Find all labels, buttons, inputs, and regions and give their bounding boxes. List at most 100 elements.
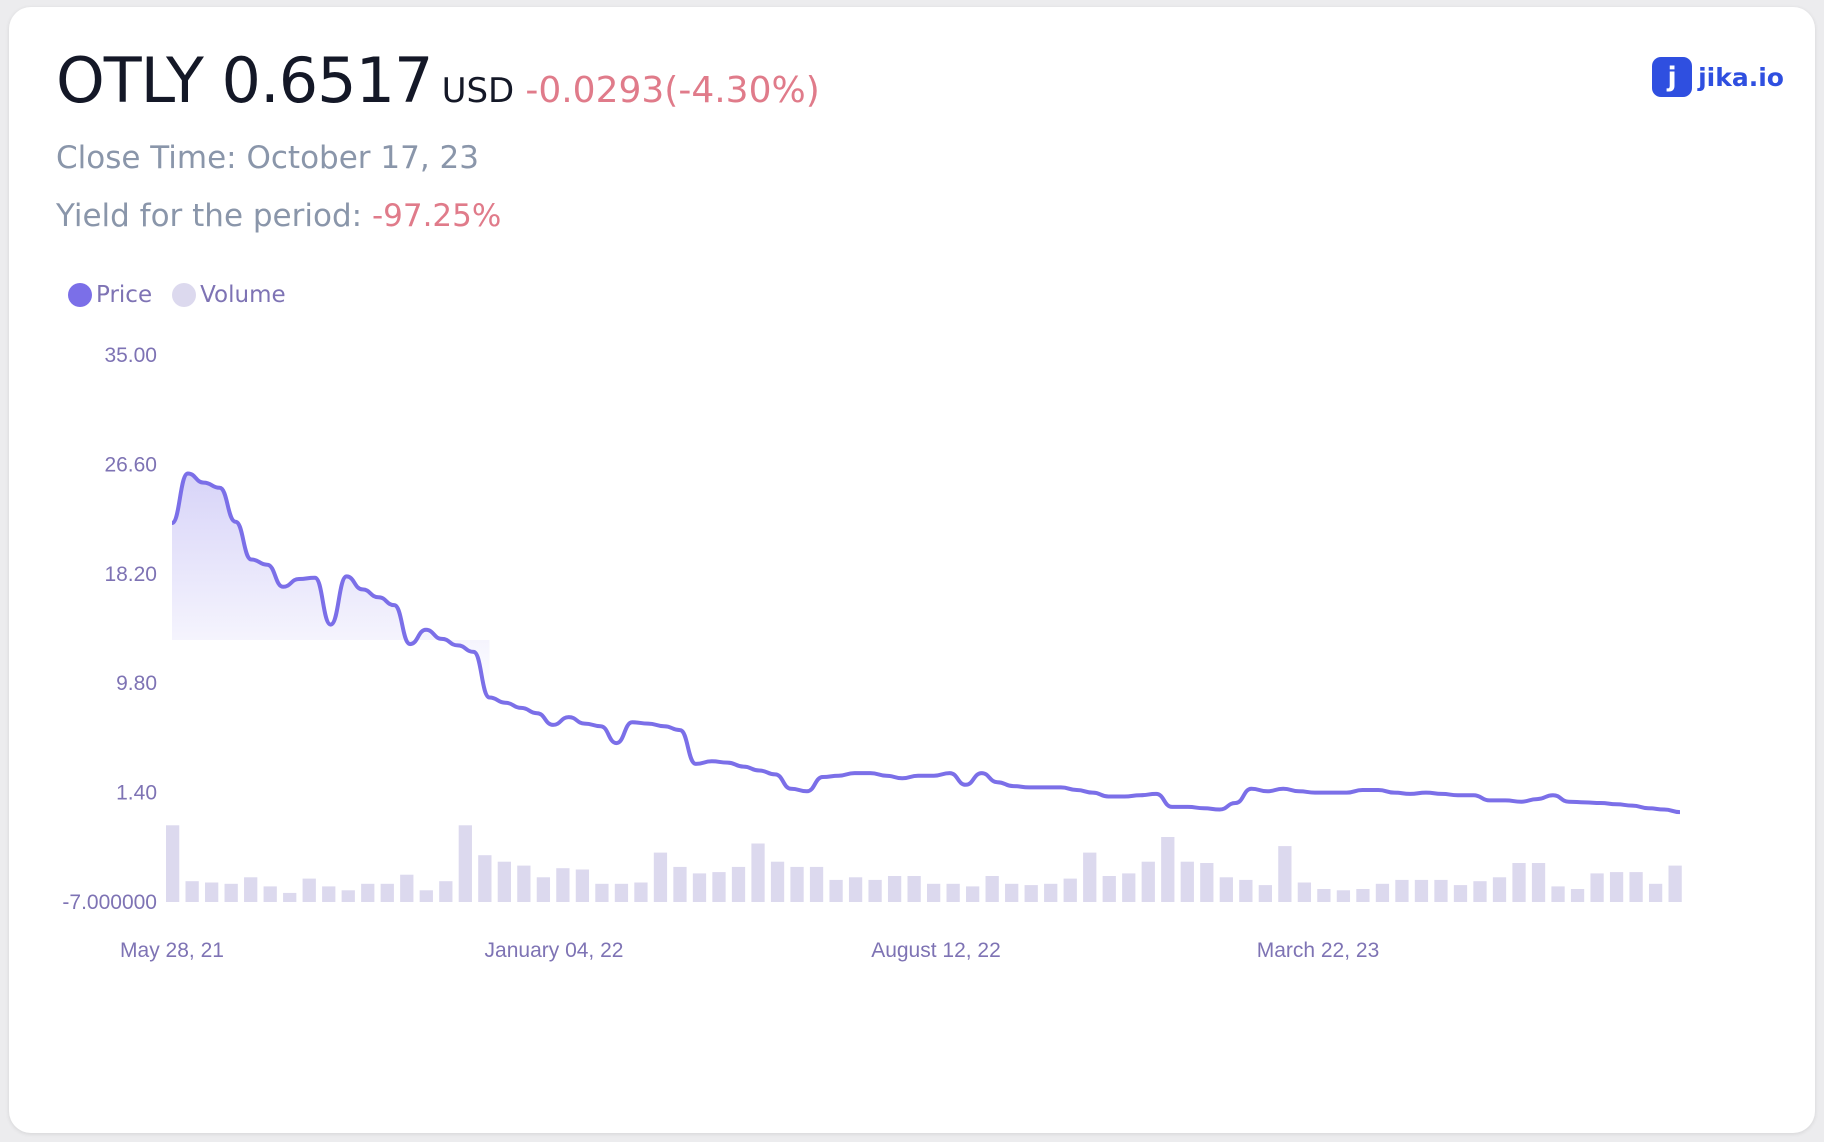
yield-label: Yield for the period:	[56, 198, 363, 234]
volume-bar	[1297, 882, 1312, 902]
volume-bar	[1531, 863, 1546, 902]
volume-bar	[439, 881, 453, 902]
x-tick-label: January 04, 22	[485, 939, 624, 962]
x-tick-label: May 28, 21	[120, 939, 224, 962]
volume-bar	[927, 883, 941, 902]
volume-bar	[712, 872, 726, 902]
y-axis: 35.00 26.60 18.20 9.80 1.40 -7.000000	[62, 344, 157, 914]
volume-bar	[575, 869, 590, 902]
volume-bar	[1317, 889, 1331, 902]
volume-bar	[556, 868, 570, 902]
volume-bar	[653, 852, 668, 902]
volume-bar	[1200, 863, 1214, 902]
close-time: Close Time: October 17, 23	[56, 140, 479, 176]
volume-bar	[1492, 877, 1507, 902]
volume-bar	[1629, 872, 1643, 902]
volume-bar	[361, 883, 375, 902]
volume-bar	[1551, 886, 1565, 902]
volume-bar	[205, 882, 219, 902]
volume-bar	[848, 877, 863, 902]
volume-bar	[536, 877, 551, 902]
volume-bar	[751, 843, 765, 902]
volume-bar	[244, 877, 258, 902]
volume-bar	[985, 876, 999, 902]
volume-bar	[1278, 846, 1292, 902]
y-tick-label: 18.20	[104, 563, 157, 586]
volume-bar	[1414, 879, 1429, 902]
volume-bar	[1570, 889, 1585, 902]
yield-value: -97.25%	[371, 198, 502, 234]
brand-name: jika.io	[1698, 62, 1784, 92]
volume-bar	[1083, 852, 1097, 902]
volume-bar	[1044, 883, 1058, 902]
volume-bar	[1180, 861, 1194, 902]
volume-bar	[478, 855, 492, 902]
y-tick-label: 26.60	[104, 453, 157, 476]
ticker-price: OTLY 0.6517	[56, 44, 433, 117]
volume-bar	[946, 883, 960, 902]
volume-bar	[731, 866, 746, 902]
volume-bar	[887, 876, 902, 902]
y-tick-label: -7.000000	[62, 891, 157, 914]
y-tick-label: 9.80	[116, 672, 157, 695]
volume-bar	[829, 879, 843, 902]
volume-bar	[1024, 885, 1038, 902]
volume-bar	[458, 825, 472, 902]
volume-bar	[809, 866, 824, 902]
price-area	[172, 473, 490, 698]
volume-bar	[1356, 889, 1370, 902]
legend-item-price[interactable]: Price	[68, 282, 152, 308]
chart-legend: Price Volume	[68, 282, 306, 308]
legend-label-volume: Volume	[200, 282, 286, 308]
volume-bar	[1668, 865, 1682, 902]
volume-bars	[166, 825, 1682, 902]
volume-bar	[1453, 885, 1468, 902]
volume-bar	[283, 892, 297, 902]
brand-link[interactable]: j jika.io	[1652, 57, 1784, 97]
volume-bar	[614, 883, 629, 902]
volume-bar	[907, 876, 921, 902]
volume-bar	[1473, 881, 1487, 902]
volume-bar	[380, 883, 394, 902]
volume-bar	[302, 878, 316, 902]
volume-bar	[1375, 883, 1390, 902]
jika-logo-icon: j	[1652, 57, 1693, 97]
volume-bar	[595, 883, 609, 902]
volume-bar	[263, 886, 277, 902]
volume-bar	[1512, 863, 1526, 902]
yield-line: Yield for the period: -97.25%	[56, 198, 501, 234]
volume-bar	[1434, 879, 1448, 902]
price-line	[170, 471, 1681, 815]
volume-bar	[1005, 883, 1019, 902]
volume-bar	[1161, 837, 1175, 902]
x-tick-label: August 12, 22	[871, 939, 1001, 962]
volume-bar	[1102, 876, 1116, 902]
y-tick-label: 35.00	[104, 344, 157, 367]
quote-card	[9, 7, 1815, 1133]
volume-bar	[1395, 879, 1409, 902]
close-time-value: October 17, 23	[246, 140, 479, 176]
volume-bar	[400, 874, 414, 902]
volume-bar	[966, 886, 980, 902]
volume-bar	[1590, 873, 1604, 902]
volume-bar	[497, 861, 511, 902]
y-tick-label: 1.40	[116, 782, 157, 805]
volume-bar	[224, 883, 238, 902]
volume-bar	[1609, 872, 1624, 902]
volume-bar	[868, 879, 882, 902]
volume-bar	[1648, 883, 1663, 902]
legend-dot-volume-icon	[172, 283, 197, 307]
volume-bar	[1141, 861, 1155, 902]
legend-item-volume[interactable]: Volume	[172, 282, 286, 308]
volume-bar	[341, 890, 355, 902]
currency-label: USD	[441, 71, 515, 111]
x-tick-label: March 22, 23	[1257, 939, 1380, 962]
price-change: -0.0293(-4.30%)	[525, 70, 820, 111]
volume-bar	[1122, 873, 1136, 902]
volume-bar	[166, 825, 180, 902]
volume-bar	[419, 890, 433, 902]
volume-bar	[770, 861, 785, 902]
volume-bar	[1336, 890, 1351, 902]
volume-bar	[185, 881, 199, 902]
